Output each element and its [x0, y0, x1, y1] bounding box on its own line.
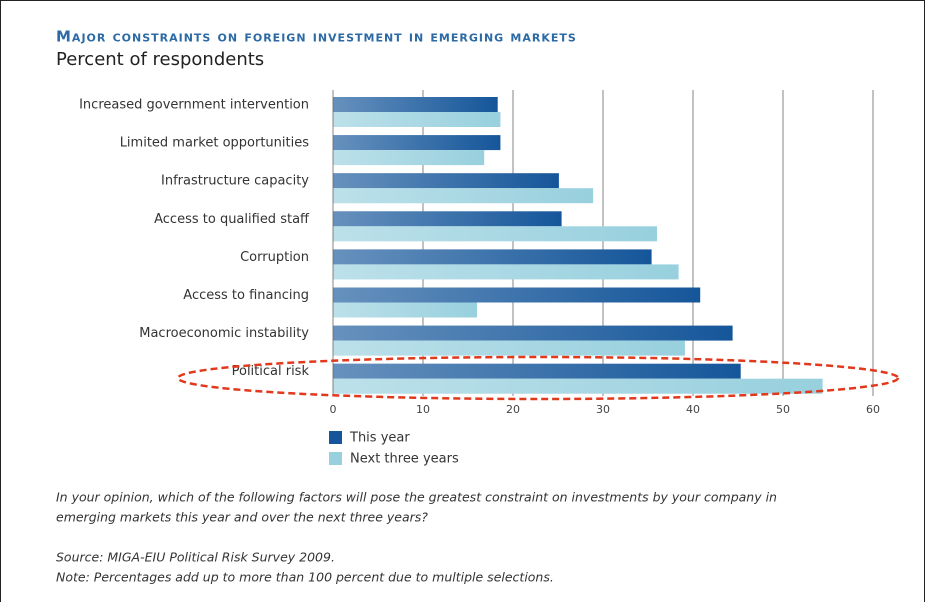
chart-subtitle: Percent of respondents — [56, 49, 264, 70]
legend-swatch — [329, 431, 342, 444]
x-tick-label: 60 — [866, 403, 880, 416]
y-tick-label: Limited market opportunities — [120, 136, 310, 151]
bar-shade — [333, 340, 685, 356]
bar-shade — [333, 325, 733, 341]
bar-shade — [333, 173, 559, 189]
x-tick-label: 30 — [596, 403, 610, 416]
y-tick-label: Political risk — [232, 364, 310, 379]
legend-swatch — [329, 452, 342, 465]
x-tick-label: 50 — [776, 403, 790, 416]
bar-shade — [333, 150, 485, 166]
bar-shade — [333, 378, 823, 394]
y-tick-label: Access to qualified staff — [154, 212, 310, 227]
highlight — [176, 355, 900, 401]
bar-shade — [333, 226, 657, 242]
bar-shade — [333, 112, 501, 127]
bar-shade — [333, 249, 652, 265]
bar-shade — [333, 135, 501, 151]
bar-shade — [333, 211, 562, 227]
x-tick-label: 40 — [686, 403, 700, 416]
legend-label: This year — [349, 431, 410, 446]
y-tick-label: Infrastructure capacity — [161, 174, 309, 189]
chart-title: Major constraints on foreign investment … — [56, 28, 577, 46]
note: Note: Percentages add up to more than 10… — [56, 570, 554, 585]
x-tick-label: 20 — [506, 403, 520, 416]
y-tick-label: Increased government intervention — [79, 98, 309, 113]
x-tick-label: 0 — [330, 403, 337, 416]
bar-shade — [333, 302, 477, 318]
y-tick-label: Access to financing — [183, 288, 309, 303]
y-tick-label: Macroeconomic instability — [139, 326, 309, 341]
y-tick-label: Corruption — [240, 250, 309, 265]
source: Source: MIGA-EIU Political Risk Survey 2… — [56, 550, 335, 565]
x-tick-label: 10 — [416, 403, 430, 416]
bar-shade — [333, 363, 741, 379]
question: In your opinion, which of the following … — [56, 490, 777, 505]
bar-shade — [333, 264, 679, 280]
legend-label: Next three years — [350, 452, 459, 467]
question: emerging markets this year and over the … — [56, 510, 428, 525]
plot: 0 10 20 30 40 50 60 Increased government interv… — [79, 90, 880, 467]
bar-shade — [333, 287, 701, 303]
bar-shade — [333, 188, 594, 204]
bar-shade — [333, 97, 498, 112]
